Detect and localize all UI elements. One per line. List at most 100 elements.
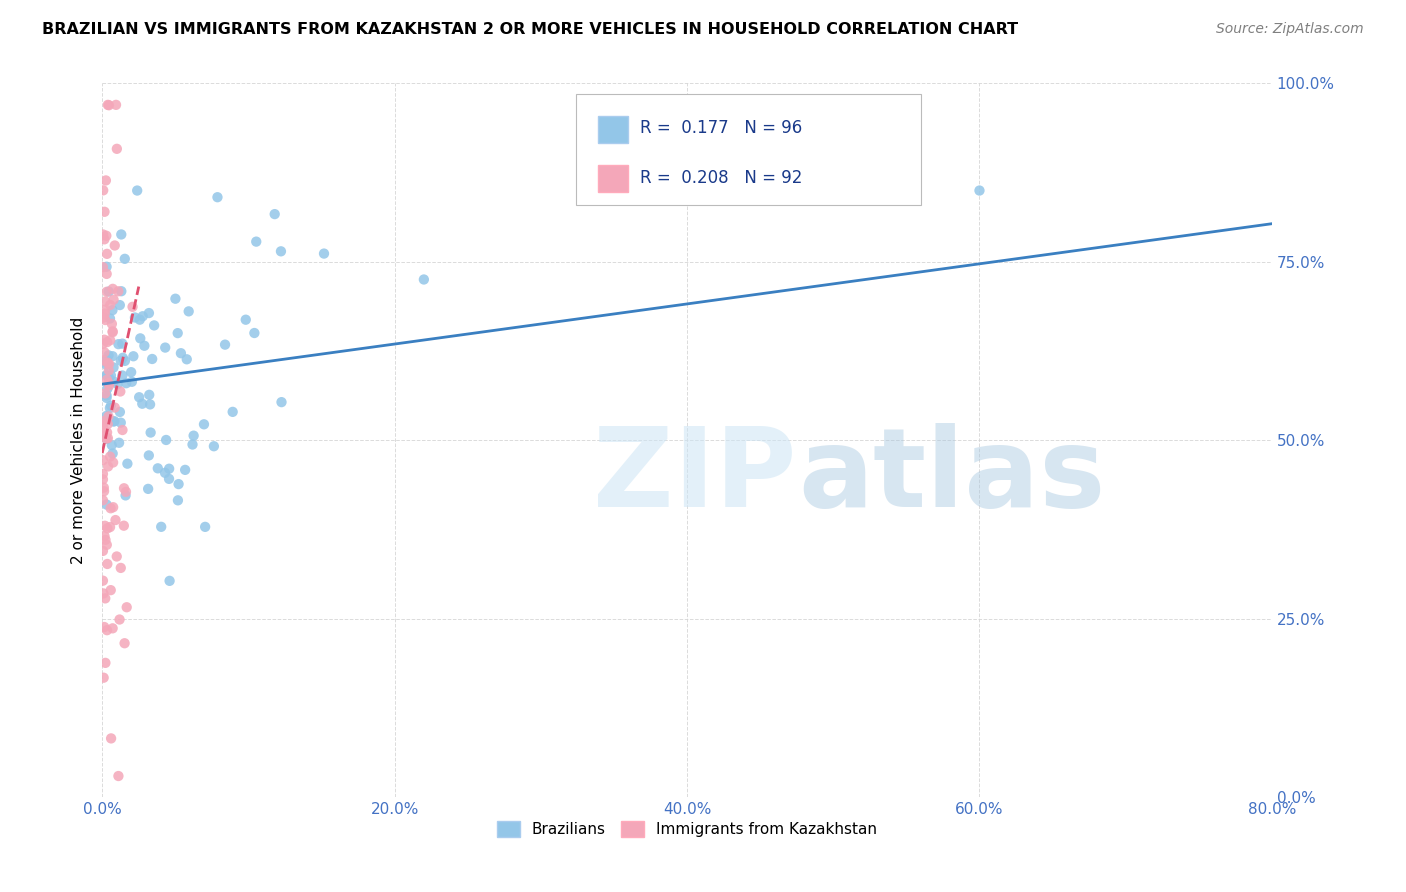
Point bbox=[270, 395, 292, 409]
Text: R =  0.177   N = 96: R = 0.177 N = 96 bbox=[640, 119, 801, 136]
Point bbox=[110, 354, 132, 368]
Point bbox=[128, 312, 150, 326]
Point bbox=[93, 671, 115, 685]
Point bbox=[91, 574, 114, 588]
Point bbox=[101, 349, 124, 363]
Point bbox=[96, 260, 118, 274]
Point bbox=[146, 461, 169, 475]
Point bbox=[103, 375, 125, 389]
Point bbox=[131, 397, 153, 411]
Point bbox=[94, 591, 117, 606]
Legend: Brazilians, Immigrants from Kazakhstan: Brazilians, Immigrants from Kazakhstan bbox=[491, 815, 883, 843]
Point bbox=[93, 529, 115, 543]
Point bbox=[97, 417, 120, 431]
Point bbox=[91, 183, 114, 197]
Point bbox=[101, 324, 124, 338]
Point bbox=[97, 409, 120, 424]
Point bbox=[93, 481, 115, 495]
Point bbox=[103, 414, 125, 428]
Point bbox=[96, 368, 118, 383]
Point bbox=[96, 538, 118, 552]
Point bbox=[157, 461, 180, 475]
Point bbox=[114, 636, 136, 650]
Point bbox=[124, 310, 146, 325]
Point bbox=[91, 336, 114, 351]
Point bbox=[96, 247, 118, 261]
Point bbox=[141, 351, 163, 366]
Point bbox=[176, 352, 198, 367]
Point bbox=[412, 272, 434, 286]
Point bbox=[104, 513, 127, 527]
Point bbox=[91, 260, 114, 274]
Point bbox=[97, 363, 120, 377]
Point bbox=[221, 405, 243, 419]
Text: BRAZILIAN VS IMMIGRANTS FROM KAZAKHSTAN 2 OR MORE VEHICLES IN HOUSEHOLD CORRELAT: BRAZILIAN VS IMMIGRANTS FROM KAZAKHSTAN … bbox=[42, 22, 1018, 37]
Point bbox=[108, 298, 131, 312]
Point bbox=[165, 292, 187, 306]
Point bbox=[93, 484, 115, 499]
Point bbox=[97, 371, 120, 385]
Point bbox=[138, 449, 160, 463]
Point bbox=[235, 312, 257, 326]
Point bbox=[100, 583, 122, 598]
Point bbox=[969, 184, 991, 198]
Text: atlas: atlas bbox=[799, 423, 1105, 530]
Point bbox=[100, 501, 122, 516]
Point bbox=[117, 457, 139, 471]
Point bbox=[94, 518, 117, 533]
Point bbox=[96, 267, 118, 281]
Point bbox=[111, 368, 134, 383]
Text: R =  0.208   N = 92: R = 0.208 N = 92 bbox=[640, 169, 801, 187]
Point bbox=[110, 384, 132, 399]
Point bbox=[134, 339, 156, 353]
Point bbox=[98, 378, 121, 392]
Point bbox=[93, 310, 115, 325]
Point bbox=[94, 432, 117, 446]
Point bbox=[96, 352, 118, 367]
Point bbox=[153, 466, 176, 480]
Point bbox=[103, 293, 125, 307]
Point bbox=[183, 428, 205, 442]
Point bbox=[157, 472, 180, 486]
Point bbox=[136, 482, 159, 496]
Point bbox=[98, 357, 121, 371]
Point bbox=[155, 433, 177, 447]
Point bbox=[91, 453, 114, 467]
Point bbox=[96, 521, 118, 535]
Point bbox=[110, 416, 132, 430]
Point bbox=[181, 437, 204, 451]
Point bbox=[94, 656, 117, 670]
Point bbox=[139, 425, 162, 440]
Point bbox=[121, 375, 143, 389]
Point bbox=[193, 417, 215, 432]
Point bbox=[139, 397, 162, 411]
Point bbox=[107, 377, 129, 392]
Point bbox=[93, 232, 115, 246]
Point bbox=[93, 204, 115, 219]
Point bbox=[131, 310, 153, 324]
Point bbox=[94, 386, 117, 401]
Point bbox=[101, 455, 124, 469]
Point bbox=[97, 459, 120, 474]
Point bbox=[167, 477, 190, 491]
Point bbox=[98, 311, 121, 326]
Point bbox=[115, 484, 138, 499]
Point bbox=[94, 307, 117, 321]
Point bbox=[159, 574, 181, 588]
Point bbox=[96, 358, 118, 372]
Point bbox=[114, 488, 136, 502]
Point bbox=[96, 355, 118, 369]
Point bbox=[263, 207, 285, 221]
Point bbox=[96, 335, 118, 350]
Point bbox=[104, 401, 127, 415]
Point bbox=[91, 467, 114, 481]
Point bbox=[101, 500, 124, 515]
Point bbox=[91, 472, 114, 486]
Point bbox=[101, 303, 124, 318]
Point bbox=[150, 520, 173, 534]
Point bbox=[96, 373, 118, 387]
Point bbox=[98, 333, 121, 347]
Point bbox=[96, 409, 118, 423]
Point bbox=[97, 356, 120, 370]
Point bbox=[243, 326, 266, 340]
